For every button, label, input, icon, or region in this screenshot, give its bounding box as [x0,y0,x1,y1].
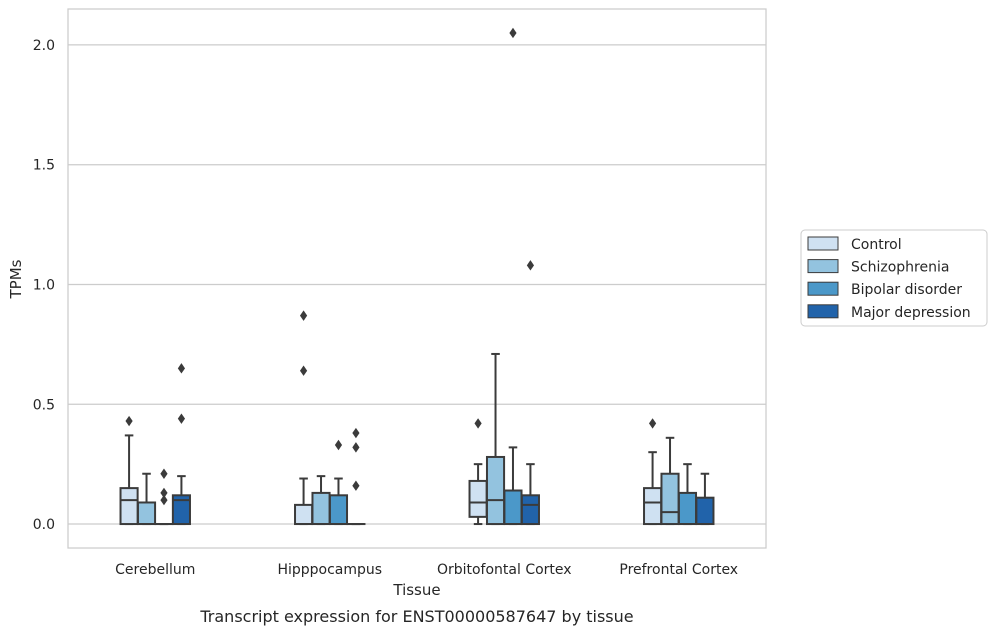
box-body [294,503,314,526]
legend-frame [800,229,988,327]
box [503,27,523,526]
box [520,260,540,526]
outlier-point [299,365,308,376]
y-tick-labels: 0.0 0.5 1.0 1.5 2.0 [33,38,55,533]
legend-label: Control [851,237,902,253]
box-body [119,487,139,526]
y-axis-label: TPMs [7,259,25,299]
box-body [643,487,663,526]
box-body [660,472,680,526]
box [136,472,157,526]
box [695,472,715,526]
box-body [485,455,506,526]
outlier-point [648,418,657,429]
box-body [328,494,349,526]
outlier-point [474,418,482,429]
series-bipolar-disorder [154,27,698,526]
outlier-point [352,442,360,453]
y-tick-label: 1.0 [33,277,55,293]
x-tick-label: Hipppocampus [277,562,382,578]
x-axis-label: Tissue [392,581,440,599]
series-major-depression [171,260,715,526]
legend-label: Bipolar disorder [851,282,962,298]
box-body [695,496,715,526]
box [468,418,488,526]
legend-item: Control [807,236,902,253]
outlier-point [509,27,517,39]
series-schizophrenia [136,352,680,526]
box-body [503,489,523,526]
outlier-point [125,415,133,427]
box [154,468,174,526]
box [119,415,139,526]
legend-swatch [807,259,839,274]
outlier-point [160,494,168,506]
outlier-point [160,468,168,479]
box-body [171,494,191,526]
box [677,463,698,526]
box-body [311,491,331,526]
legend-item: Schizophrenia [807,259,949,276]
box [660,436,680,526]
outlier-point [526,260,535,271]
box [643,418,663,526]
outlier-point [177,413,186,424]
box [171,363,191,526]
outlier-point [334,439,343,451]
grid-lines [68,44,766,525]
box-body [520,494,540,526]
legend-item: Bipolar disorder [807,281,962,298]
outlier-point [160,487,168,499]
x-tick-label: Orbitofontal Cortex [437,562,572,578]
x-tick-labels: Cerebellum Hipppocampus Orbitofontal Corte… [115,562,738,578]
outlier-point [177,363,186,374]
plot-frame [67,8,767,549]
y-tick-label: 2.0 [33,38,55,54]
x-tick-label: Prefrontal Cortex [619,562,738,578]
box-body [136,501,157,526]
series-control [119,310,663,526]
box [294,310,314,526]
legend-swatch [807,304,839,319]
legend-swatch [807,236,839,251]
outlier-point [299,310,308,321]
box [485,352,506,526]
box-body [468,479,488,518]
box-groups [119,27,715,526]
legend-item: Major depression [807,304,971,321]
box-body [677,491,698,526]
outlier-point [352,427,360,439]
box [311,475,331,526]
chart-caption: Transcript expression for ENST0000058764… [199,607,633,626]
legend-label: Schizophrenia [851,260,949,276]
x-tick-label: Cerebellum [115,562,195,578]
legend: Control Schizophrenia Bipolar disorder Majo… [800,229,988,327]
box [328,439,349,526]
outlier-point [352,480,360,491]
y-tick-label: 0.0 [33,517,55,533]
y-tick-label: 1.5 [33,158,55,174]
legend-swatch [807,281,839,296]
y-tick-label: 0.5 [33,397,55,413]
legend-label: Major depression [851,305,971,321]
box [346,427,366,526]
